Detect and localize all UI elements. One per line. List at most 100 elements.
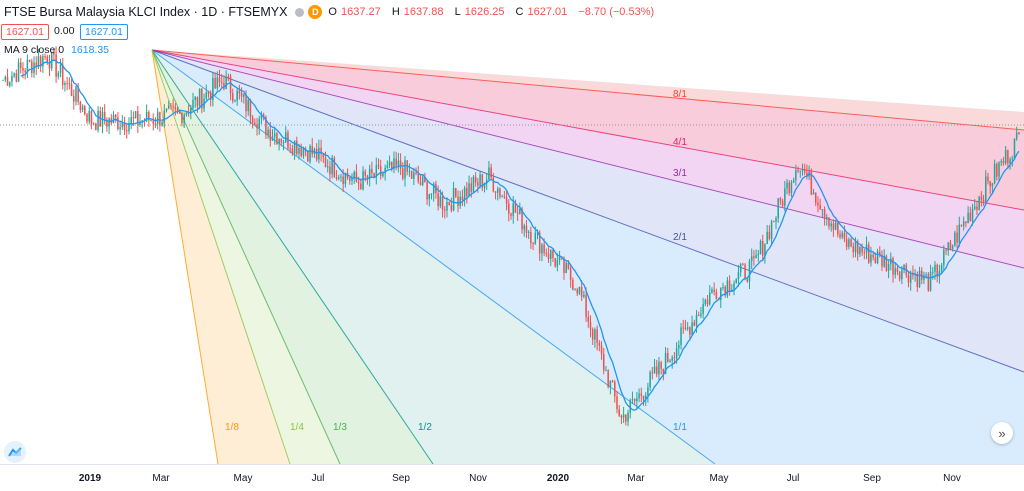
candle	[57, 70, 60, 80]
candle	[810, 168, 813, 196]
candle	[834, 219, 837, 231]
ma-legend[interactable]: MA 9 close 0 1618.35	[4, 44, 109, 56]
candle	[201, 87, 203, 114]
gann-label-1-4: 1/4	[290, 422, 304, 433]
candle	[655, 359, 658, 378]
gann-line-8-1[interactable]	[151, 49, 1024, 131]
candle	[468, 175, 470, 197]
candle	[894, 263, 897, 279]
gann-line-4-1[interactable]	[151, 49, 1024, 211]
candle	[649, 370, 651, 392]
gann-line-1-3[interactable]	[151, 49, 341, 465]
candle	[503, 190, 506, 200]
candle	[580, 280, 583, 302]
candle	[759, 239, 762, 255]
candle	[243, 93, 245, 104]
candle	[474, 172, 477, 187]
candle	[530, 226, 532, 249]
candle	[671, 355, 673, 369]
candle	[75, 85, 77, 106]
candle	[72, 89, 75, 110]
candle	[845, 232, 848, 251]
candle	[739, 262, 742, 277]
candle	[59, 58, 62, 78]
gann-line-1-1[interactable]	[151, 49, 716, 465]
candle	[236, 88, 238, 106]
candle	[108, 117, 110, 135]
candle	[775, 216, 777, 230]
scroll-right-icon[interactable]: »	[991, 422, 1013, 444]
candle	[890, 252, 892, 271]
gann-fan-lines	[151, 49, 1024, 465]
candle	[388, 155, 391, 169]
tradingview-logo-icon[interactable]	[4, 441, 26, 463]
candle	[684, 319, 687, 331]
candle	[640, 387, 643, 403]
candle	[638, 388, 640, 403]
candle	[273, 126, 276, 145]
candle	[558, 250, 561, 265]
candle	[726, 277, 729, 299]
candle	[724, 285, 726, 298]
candle	[139, 113, 141, 128]
candle	[1007, 149, 1009, 169]
candle	[585, 287, 587, 322]
candle	[307, 150, 309, 162]
gann-line-1-2[interactable]	[151, 49, 434, 465]
ohlc-open-label: O	[328, 6, 337, 18]
ohlc-close-label: C	[515, 6, 524, 18]
candle	[256, 117, 258, 136]
candle	[90, 110, 93, 130]
candle	[916, 271, 919, 292]
candle	[901, 265, 903, 284]
candle	[607, 369, 609, 389]
gann-label-1-8: 1/8	[225, 422, 239, 433]
candle	[110, 114, 113, 126]
candle	[962, 216, 965, 231]
candle	[803, 163, 806, 176]
gann-line-2-1[interactable]	[151, 49, 1024, 373]
ohlc-high-value: 1637.88	[403, 6, 444, 18]
candle	[596, 325, 598, 351]
ma-label: MA 9 close 0	[4, 44, 65, 56]
candle	[68, 77, 71, 90]
candle	[337, 174, 340, 181]
candle	[753, 250, 755, 266]
candle	[614, 380, 616, 403]
candle	[885, 254, 888, 272]
gann-line-3-1[interactable]	[151, 49, 1024, 269]
gann-line-1-4[interactable]	[151, 49, 291, 465]
candle	[591, 327, 594, 345]
candle	[556, 253, 559, 272]
candle	[812, 188, 815, 195]
candle	[466, 181, 468, 204]
buy-price-box[interactable]: 1627.01	[80, 24, 128, 40]
candle	[583, 290, 585, 299]
x-tick: Nov	[943, 473, 961, 484]
candle	[419, 174, 422, 186]
candle	[251, 114, 254, 129]
candle	[870, 246, 872, 267]
candle	[912, 265, 914, 280]
candle	[450, 197, 453, 213]
candle	[496, 186, 499, 201]
sell-price-box[interactable]: 1627.01	[1, 24, 49, 40]
candle	[207, 90, 210, 98]
candle	[446, 197, 448, 218]
candle	[742, 262, 744, 266]
candle	[956, 225, 958, 249]
candle	[547, 247, 550, 263]
candle	[172, 98, 174, 112]
candle	[320, 139, 322, 162]
candle	[386, 160, 389, 170]
ohlc-open-value: 1637.27	[340, 6, 381, 18]
candle	[826, 214, 828, 226]
candle	[951, 244, 954, 252]
candle	[731, 284, 733, 292]
candle	[852, 242, 855, 258]
candle	[185, 112, 188, 117]
gann-fan-labels: 8/1 4/1 3/1 2/1 1/1 1/2 1/3 1/4 1/8	[225, 89, 687, 433]
candle	[611, 379, 614, 383]
time-axis[interactable]: 2019 Mar May Jul Sep Nov 2020 Mar May Ju…	[0, 464, 1024, 491]
